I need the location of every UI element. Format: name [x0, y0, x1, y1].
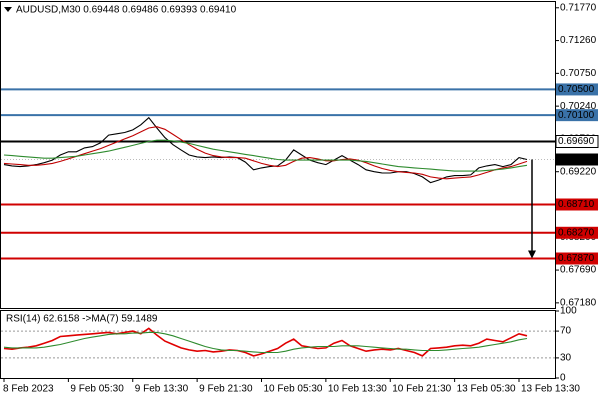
- x-tick-label: 9 Feb 21:30: [199, 384, 253, 395]
- level-label: 0.70100: [558, 110, 595, 121]
- series-line: [3, 331, 528, 354]
- series-line: [3, 139, 528, 172]
- y-tick-label: 0.67690: [560, 265, 597, 276]
- level-label: 0.67870: [558, 253, 595, 264]
- current-price-box: [556, 153, 598, 166]
- series-line: [3, 126, 528, 180]
- rsi-panel: [0, 310, 556, 379]
- y-tick-label: 30: [560, 353, 572, 364]
- y-tick-label: 100: [560, 306, 577, 317]
- level-label-box: [556, 226, 598, 239]
- level-label: 0.68270: [558, 227, 595, 238]
- level-label-box: [555, 135, 599, 148]
- rsi-title: RSI(14) 62.6158 ->MA(7) 59.1489: [6, 314, 158, 325]
- series-line: [3, 327, 528, 357]
- y-tick-label: 0.67180: [560, 297, 597, 308]
- x-tick-label: 10 Feb 13:30: [328, 384, 387, 395]
- chart-title: AUDUSD,M30 0.69448 0.69486 0.69393 0.694…: [16, 5, 237, 16]
- y-tick-label: 0.70750: [560, 68, 597, 79]
- arrow-head: [528, 250, 536, 259]
- current-price-label: 0.69410: [558, 154, 595, 165]
- level-label: 0.70500: [558, 84, 595, 95]
- main-panel: [0, 1, 556, 309]
- y-tick-label: 0.71260: [560, 35, 597, 46]
- x-tick-label: 8 Feb 2023: [3, 384, 54, 395]
- level-label-box: [556, 109, 598, 122]
- level-label: 0.69690: [558, 136, 595, 147]
- x-tick-label: 9 Feb 05:30: [70, 384, 124, 395]
- level-label-box: [556, 252, 598, 265]
- x-tick-label: 10 Feb 21:30: [392, 384, 451, 395]
- level-label-box: [556, 83, 598, 96]
- menu-triangle: [4, 7, 12, 12]
- x-tick-label: 9 Feb 13:30: [135, 384, 189, 395]
- level-label-box: [556, 198, 598, 211]
- x-tick-label: 10 Feb 05:30: [264, 384, 323, 395]
- y-tick-label: 0.70240: [560, 101, 597, 112]
- level-label: 0.68710: [558, 199, 595, 210]
- series-line: [3, 116, 528, 184]
- y-tick-label: 0.71770: [560, 2, 597, 13]
- x-tick-label: 13 Feb 05:30: [457, 384, 516, 395]
- y-tick-label: 70: [560, 326, 572, 337]
- y-tick-label: 0.69220: [560, 166, 597, 177]
- y-tick-label: 0: [560, 373, 566, 384]
- x-tick-label: 13 Feb 13:30: [521, 384, 580, 395]
